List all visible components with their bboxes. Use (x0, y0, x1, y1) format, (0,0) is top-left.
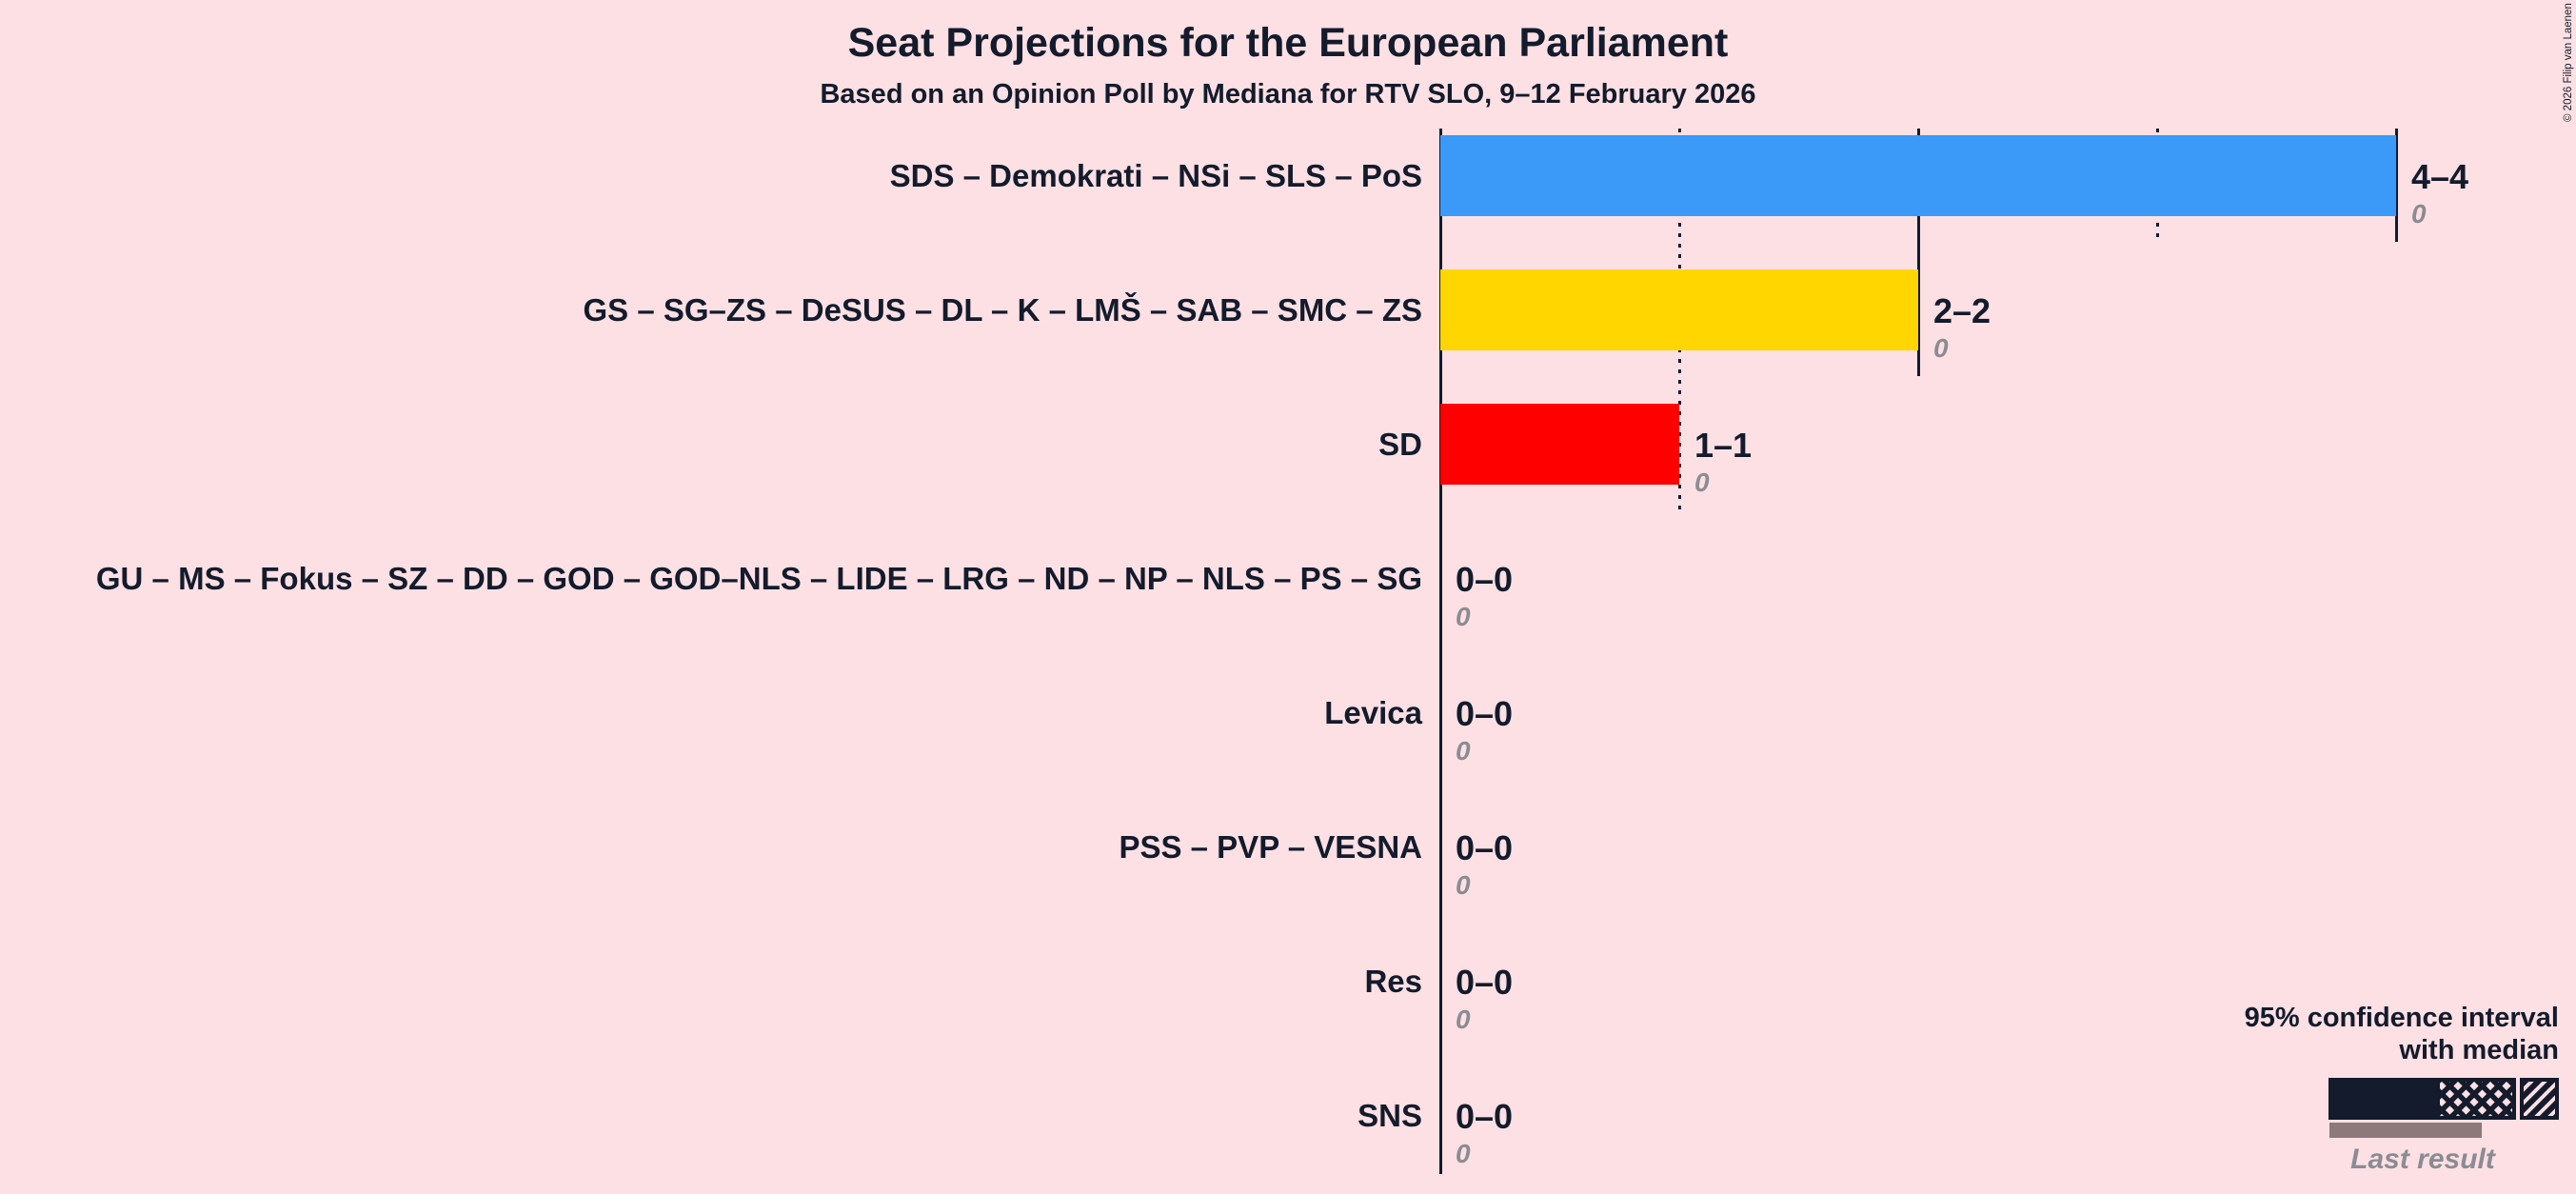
value-block: 0–0 0 (1456, 941, 1514, 1033)
last-result-value: 0 (1933, 333, 1949, 363)
chart-row: Res 0–0 0 (0, 941, 2576, 1033)
last-result-value: 0 (1456, 870, 1471, 900)
party-label: SNS (1357, 1098, 1422, 1133)
major-gridline (1916, 129, 1920, 376)
value-block: 0–0 0 (1456, 1075, 1514, 1167)
party-label: Res (1364, 964, 1422, 999)
page-subtitle: Based on an Opinion Poll by Mediana for … (820, 79, 1756, 109)
party-label: SDS – Demokrati – NSi – SLS – PoS (889, 158, 1422, 193)
party-label: PSS – PVP – VESNA (1119, 829, 1422, 865)
axis-line (1439, 129, 1442, 1174)
chart-row: Levica 0–0 0 (0, 672, 2576, 765)
legend-last-result-bar (2329, 1123, 2482, 1138)
last-result-value: 0 (1456, 736, 1471, 766)
seat-range-value: 0–0 (1456, 1097, 1514, 1136)
legend-line-1: 95% confidence interval (2244, 1003, 2559, 1033)
seat-range-value: 1–1 (1694, 426, 1753, 465)
legend-ci-outline (2328, 1078, 2516, 1120)
seat-bar (1440, 269, 1918, 350)
value-block: 2–2 0 (1933, 269, 1991, 362)
last-result-value: 0 (2411, 199, 2427, 229)
chart-row: GS – SG–ZS – DeSUS – DL – K – LMŠ – SAB … (0, 269, 2576, 362)
seat-range-value: 0–0 (1456, 694, 1514, 733)
copyright-text: © 2026 Filip van Laenen (2563, 3, 2574, 122)
value-block: 1–1 0 (1694, 404, 1753, 496)
major-gridline (2394, 129, 2398, 242)
seat-range-value: 0–0 (1456, 828, 1514, 867)
value-block: 0–0 0 (1456, 806, 1514, 899)
last-result-value: 0 (1694, 468, 1710, 497)
seat-range-value: 0–0 (1456, 963, 1514, 1002)
seat-bar (1440, 135, 2396, 216)
page-title: Seat Projections for the European Parlia… (847, 20, 1729, 66)
legend-last-result-label: Last result (2350, 1144, 2495, 1175)
chart-row: SDS – Demokrati – NSi – SLS – PoS 4–4 0 (0, 135, 2576, 228)
confidence-interval-legend-graphic (2328, 1078, 2559, 1120)
legend-ci-median-band (2328, 1078, 2440, 1120)
chart-row: PSS – PVP – VESNA 0–0 0 (0, 806, 2576, 899)
seat-range-value: 2–2 (1933, 291, 1991, 330)
last-result-value: 0 (1456, 602, 1471, 631)
last-result-value: 0 (1456, 1139, 1471, 1168)
seat-bar (1440, 404, 1679, 485)
value-block: 4–4 0 (2411, 135, 2469, 228)
party-label: Levica (1324, 695, 1422, 730)
legend-text: 95% confidence interval with median (1988, 1002, 2559, 1066)
party-label: GS – SG–ZS – DeSUS – DL – K – LMŠ – SAB … (583, 292, 1423, 328)
last-result-value: 0 (1456, 1005, 1471, 1034)
chart-row: GU – MS – Fokus – SZ – DD – GOD – GOD–NL… (0, 538, 2576, 630)
party-label: GU – MS – Fokus – SZ – DD – GOD – GOD–NL… (95, 561, 1422, 596)
value-block: 0–0 0 (1456, 538, 1514, 630)
copyright-notice: © 2026 Filip van Laenen (2563, 3, 2574, 122)
seat-range-value: 0–0 (1456, 560, 1514, 599)
seat-range-value: 4–4 (2411, 157, 2469, 196)
legend-line-2: with median (2399, 1035, 2559, 1065)
party-label: SD (1378, 427, 1422, 462)
value-block: 0–0 0 (1456, 672, 1514, 765)
chart-row: SNS 0–0 0 (0, 1075, 2576, 1167)
chart-row: SD 1–1 0 (0, 404, 2576, 496)
legend-hatch-box (2520, 1078, 2559, 1120)
